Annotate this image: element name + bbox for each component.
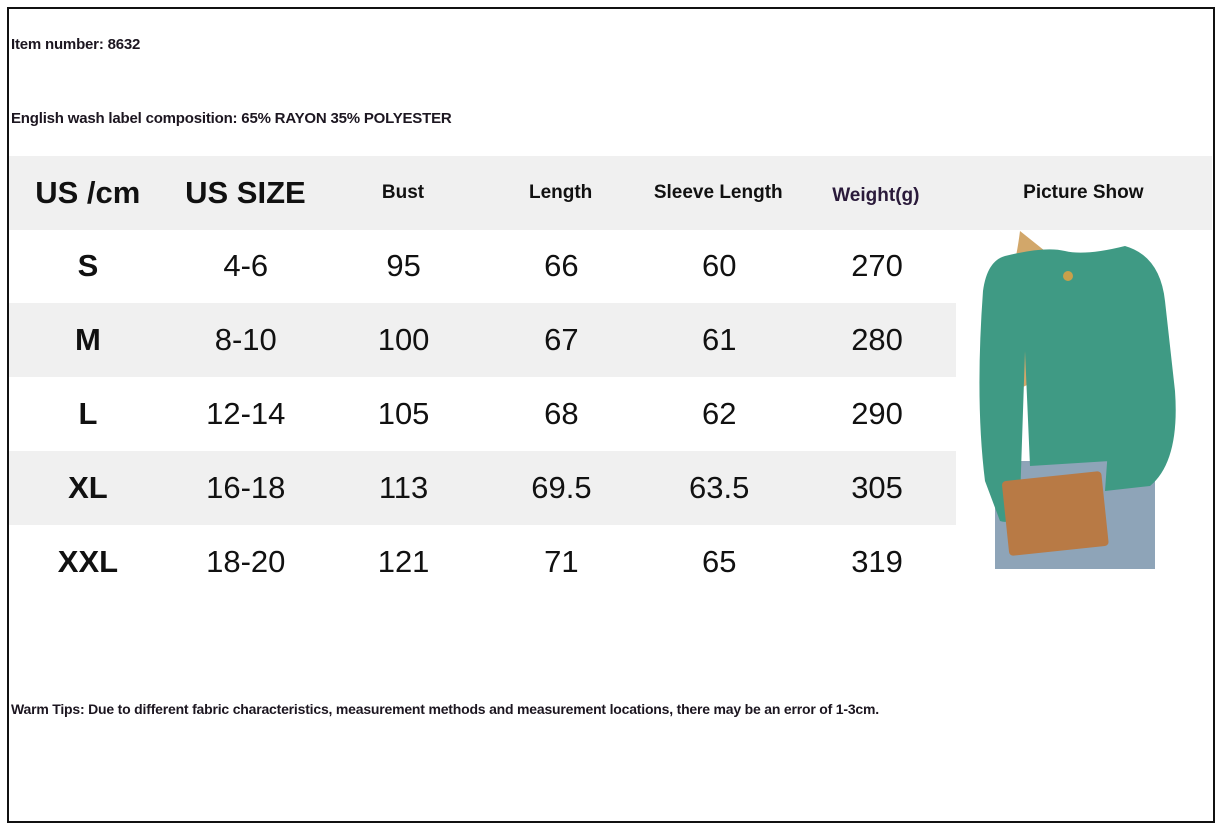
cell-sleeve-length: 65 xyxy=(701,544,737,579)
header-bust: Bust xyxy=(381,182,425,203)
header-us-size: US SIZE xyxy=(185,175,306,210)
cell-sleeve-length: 60 xyxy=(701,248,737,283)
cell-bust: 121 xyxy=(377,544,430,579)
cell-bust: 105 xyxy=(377,396,430,431)
warm-tips: Warm Tips: Due to different fabric chara… xyxy=(11,701,879,717)
table-header: US /cm US SIZE Bust Length Sleeve Length… xyxy=(9,156,1212,230)
table-row: L 12-14 105 68 62 290 xyxy=(9,377,956,451)
table-row: XXL 18-20 121 71 65 319 xyxy=(9,525,956,599)
green-top xyxy=(979,246,1176,522)
cell-weight: 270 xyxy=(851,248,903,283)
cell-bust: 95 xyxy=(386,248,421,283)
page-frame xyxy=(7,7,1215,823)
cell-bust: 113 xyxy=(378,470,429,505)
cell-sleeve-length: 63.5 xyxy=(689,470,750,505)
cell-sleeve-length: 61 xyxy=(701,322,737,357)
cell-us-size: 8-10 xyxy=(214,322,277,357)
product-photo xyxy=(979,231,1176,569)
cell-us-size: 12-14 xyxy=(206,396,286,431)
header-picture-show: Picture Show xyxy=(1023,182,1144,203)
cell-size: M xyxy=(75,322,101,357)
composition: English wash label composition: 65% RAYO… xyxy=(11,110,452,127)
cell-size: XXL xyxy=(57,544,119,579)
cell-bust: 100 xyxy=(377,322,430,357)
cell-sleeve-length: 62 xyxy=(701,396,737,431)
clutch-bag xyxy=(1002,471,1109,556)
cell-length: 69.5 xyxy=(531,470,592,505)
cell-us-size: 4-6 xyxy=(223,248,269,283)
cell-weight: 305 xyxy=(851,470,903,505)
necklace xyxy=(1063,271,1073,281)
table-row: M 8-10 100 67 61 280 xyxy=(9,303,956,377)
item-number: Item number: 8632 xyxy=(11,36,141,53)
cell-size: S xyxy=(77,248,99,283)
cell-length: 66 xyxy=(544,248,579,283)
header-us-cm: US /cm xyxy=(35,175,141,210)
cell-length: 68 xyxy=(544,396,579,431)
table-row: XL 16-18 113 69.5 63.5 305 xyxy=(9,451,956,525)
cell-us-size: 16-18 xyxy=(206,470,286,505)
cell-length: 67 xyxy=(544,322,579,357)
header-sleeve-length: Sleeve Length xyxy=(653,182,783,203)
cell-us-size: 18-20 xyxy=(206,544,286,579)
cell-size: XL xyxy=(68,470,108,505)
cell-weight: 290 xyxy=(851,396,903,431)
header-length: Length xyxy=(528,182,593,203)
cell-size: L xyxy=(78,396,98,431)
cell-weight: 319 xyxy=(851,544,903,579)
cell-weight: 280 xyxy=(851,322,903,357)
header-weight: Weight(g) xyxy=(832,185,920,206)
cell-length: 71 xyxy=(544,544,579,579)
table-row: S 4-6 95 66 60 270 xyxy=(9,229,956,303)
